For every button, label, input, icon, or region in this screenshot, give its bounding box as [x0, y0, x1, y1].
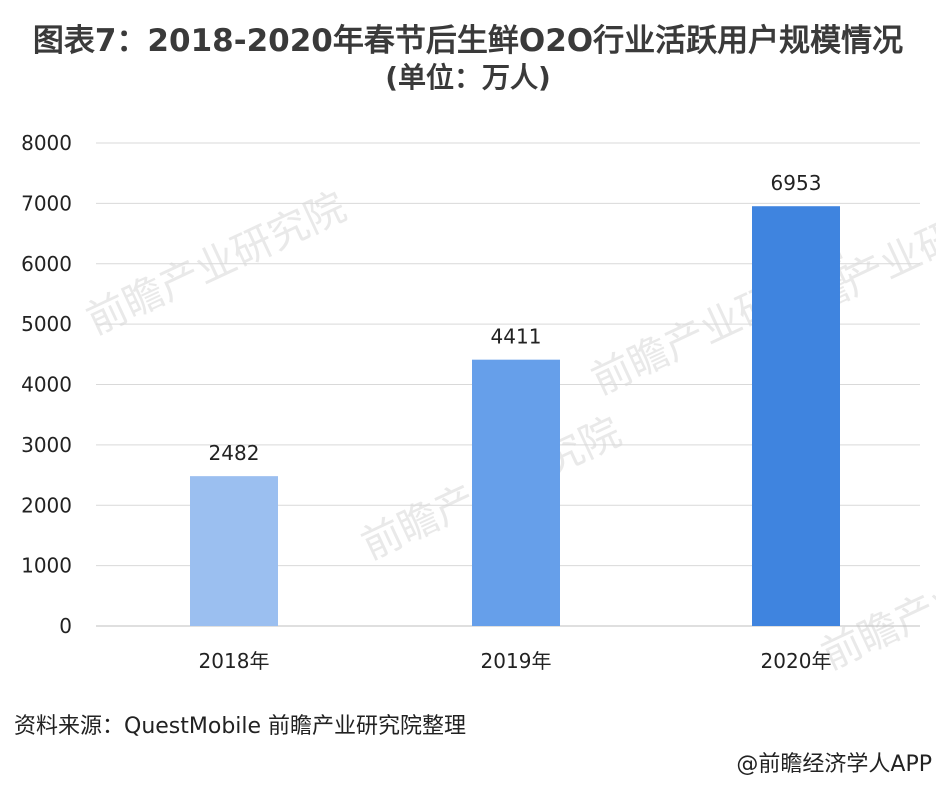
y-tick-label: 1000: [21, 554, 72, 578]
y-tick-label: 4000: [21, 373, 72, 397]
bar: [190, 476, 278, 626]
y-tick-label: 8000: [21, 131, 72, 155]
y-tick-label: 0: [59, 614, 72, 638]
x-tick-label: 2019年: [481, 649, 552, 673]
source-note: 资料来源：QuestMobile 前瞻产业研究院整理: [14, 714, 467, 739]
bar: [472, 359, 560, 626]
data-label: 2482: [209, 441, 260, 465]
y-tick-label: 5000: [21, 312, 72, 336]
y-tick-label: 3000: [21, 433, 72, 457]
y-tick-label: 7000: [21, 191, 72, 215]
bar-chart: 前瞻产业研究院前瞻产业研究院前瞻产业研究院前瞻产业研究院前瞻产业研究院01000…: [21, 131, 936, 679]
chart-subtitle: (单位：万人): [385, 61, 551, 94]
data-label: 4411: [491, 325, 542, 349]
x-tick-label: 2020年: [761, 649, 832, 673]
y-tick-label: 6000: [21, 252, 72, 276]
bar: [752, 206, 840, 626]
data-label: 6953: [771, 171, 822, 195]
credit-label: @前瞻经济学人APP: [736, 752, 932, 777]
x-tick-label: 2018年: [199, 649, 270, 673]
chart-title: 图表7：2018-2020年春节后生鲜O2O行业活跃用户规模情况: [32, 23, 904, 59]
y-tick-label: 2000: [21, 493, 72, 517]
